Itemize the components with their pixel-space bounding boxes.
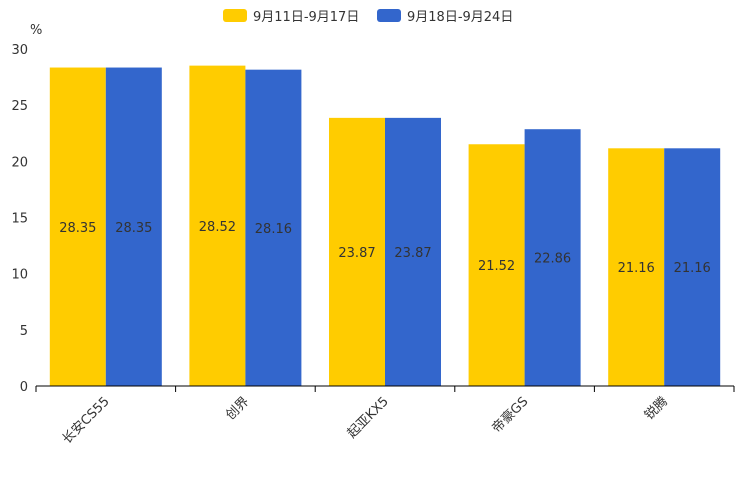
data-label-1-1: 28.52: [199, 220, 236, 235]
y-tick-label-5: 25: [11, 99, 28, 114]
bar-2-2: [385, 117, 441, 386]
y-tick-label-2: 10: [11, 268, 28, 283]
bar-2-1: [245, 69, 302, 386]
data-label-1-2: 23.87: [338, 246, 375, 261]
data-label-2-2: 23.87: [394, 246, 431, 261]
y-axis-unit-label: %: [30, 23, 42, 38]
bar-1-0: [49, 67, 106, 386]
bar-2-0: [105, 67, 162, 386]
bar-2-4: [664, 148, 721, 386]
legend-swatch-series-1: [223, 9, 247, 22]
legend-label-series-1: 9月11日-9月17日: [253, 10, 359, 25]
data-label-1-3: 21.52: [478, 259, 515, 274]
x-tick-label-4: 锐腾: [641, 394, 671, 424]
x-tick-label-0: 长安CS55: [60, 394, 113, 447]
bar-1-1: [189, 65, 246, 386]
bar-1-2: [329, 117, 385, 386]
data-label-1-0: 28.35: [59, 221, 96, 236]
bar-1-3: [468, 144, 525, 386]
legend: 9月11日-9月17日 9月18日-9月24日: [223, 9, 513, 25]
data-label-1-4: 21.16: [618, 261, 655, 276]
x-tick-label-2: 起亚KX5: [345, 394, 392, 441]
y-tick-label-0: 0: [20, 380, 28, 395]
y-tick-label-4: 20: [11, 155, 28, 170]
plot-area: 0 5 10 15 20 25 30 28.35 28.52 23.87 21.52 21.16 28.…: [11, 43, 735, 447]
data-label-2-0: 28.35: [115, 221, 152, 236]
data-label-2-4: 21.16: [674, 261, 711, 276]
bar-2-3: [524, 129, 581, 386]
data-label-2-1: 28.16: [255, 222, 292, 237]
y-tick-label-3: 15: [11, 212, 28, 227]
bar-1-4: [608, 148, 665, 386]
data-label-2-3: 22.86: [534, 252, 571, 267]
legend-label-series-2: 9月18日-9月24日: [407, 10, 513, 25]
y-tick-label-6: 30: [11, 43, 28, 58]
legend-swatch-series-2: [377, 9, 401, 22]
y-tick-label-1: 5: [20, 324, 28, 339]
x-tick-label-1: 创界: [223, 394, 252, 423]
x-tick-label-3: 帝豪GS: [489, 394, 532, 437]
